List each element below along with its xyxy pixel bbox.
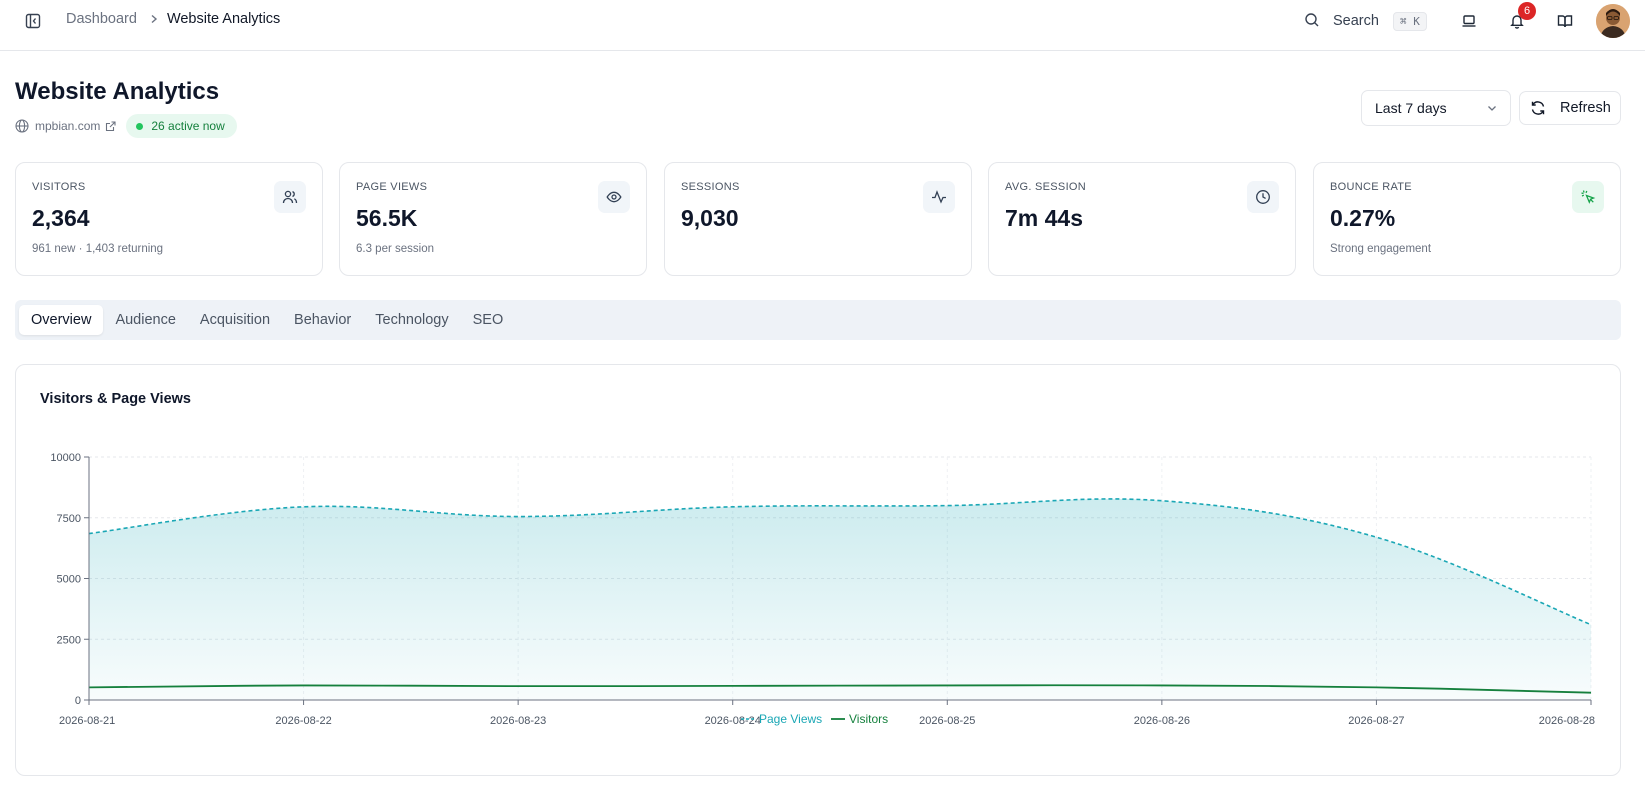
- kpi-subtext: 961 new · 1,403 returning: [32, 243, 164, 255]
- kpi-value: 7m 44s: [1005, 205, 1084, 231]
- search-icon: [1304, 12, 1322, 30]
- breadcrumb: Dashboard Website Analytics: [66, 11, 280, 27]
- refresh-icon: [1530, 100, 1546, 116]
- kpi-subtext: Strong engagement: [1330, 243, 1432, 255]
- globe-icon: [15, 119, 29, 133]
- site-info: mpbian.com 26 active now: [15, 114, 237, 138]
- clock-icon: [1247, 181, 1279, 213]
- kpi-value: 9,030: [681, 205, 739, 231]
- x-tick-label: 2026-08-27: [1348, 715, 1404, 727]
- y-tick-label: 0: [75, 695, 81, 707]
- page-views-line: [88, 498, 1592, 626]
- kpi-label: AVG. SESSION: [1005, 181, 1087, 193]
- chart-card: Visitors & Page Views 0 2500 5000 7500 10000…: [15, 364, 1621, 776]
- users-icon: [274, 181, 306, 213]
- book-open-icon[interactable]: [1554, 10, 1576, 32]
- activity-icon: [923, 181, 955, 213]
- kpi-card-avg-session: AVG. SESSION 7m 44s: [988, 162, 1296, 276]
- active-users-badge: 26 active now: [126, 114, 237, 138]
- y-tick-label: 10000: [50, 452, 81, 464]
- page-views-area: [89, 498, 1591, 700]
- kpi-card-visitors: VISITORS 2,364 961 new · 1,403 returning: [15, 162, 323, 276]
- kpi-value: 2,364: [32, 205, 90, 231]
- active-users-text: 26 active now: [151, 119, 225, 133]
- tab-audience[interactable]: Audience: [115, 312, 176, 328]
- kpi-value: 0.27%: [1330, 205, 1396, 231]
- status-dot: [136, 122, 144, 130]
- visitors-page-views-chart: 0 2500 5000 7500 10000 2026-08-21 2026-08-22 20…: [50, 452, 1595, 727]
- kpi-label: SESSIONS: [681, 181, 740, 193]
- x-tick-label: 2026-08-22: [275, 715, 331, 727]
- chevron-down-icon: [1486, 102, 1498, 114]
- y-tick-label: 7500: [57, 513, 81, 525]
- kpi-value: 56.5K: [356, 205, 418, 231]
- notification-count-badge: 6: [1518, 2, 1536, 20]
- tab-list: Overview Audience Acquisition Behavior T…: [15, 300, 1621, 340]
- search-shortcut: ⌘ K: [1392, 11, 1427, 31]
- kpi-label: PAGE VIEWS: [356, 181, 428, 193]
- refresh-button[interactable]: Refresh: [1519, 91, 1621, 125]
- tab-behavior[interactable]: Behavior: [294, 312, 352, 328]
- chart-title: Visitors & Page Views: [40, 391, 191, 407]
- legend-label-visitors: Visitors: [849, 712, 888, 726]
- y-tick-label: 5000: [57, 574, 81, 586]
- legend-label-page-views: Page Views: [759, 712, 822, 726]
- avatar[interactable]: [1596, 4, 1630, 38]
- eye-icon: [598, 181, 630, 213]
- kpi-label: BOUNCE RATE: [1330, 181, 1412, 193]
- laptop-icon[interactable]: [1458, 10, 1480, 32]
- kpi-label: VISITORS: [32, 181, 86, 193]
- refresh-label: Refresh: [1560, 100, 1611, 116]
- x-tick-label: 2026-08-26: [1134, 715, 1190, 727]
- x-tick-label: 2026-08-21: [59, 715, 115, 727]
- tab-seo[interactable]: SEO: [472, 312, 504, 328]
- breadcrumb-dashboard-link[interactable]: Dashboard: [66, 11, 137, 27]
- external-link-icon: [105, 120, 116, 132]
- site-domain: mpbian.com: [35, 119, 101, 133]
- kpi-card-sessions: SESSIONS 9,030: [664, 162, 972, 276]
- search-label: Search: [1333, 13, 1379, 29]
- sidebar-toggle-icon[interactable]: [22, 10, 44, 32]
- pointer-click-icon: [1572, 181, 1604, 213]
- visitors-line: [88, 684, 1592, 694]
- date-range-select[interactable]: Last 7 days: [1361, 90, 1511, 126]
- top-bar: Dashboard Website Analytics Search ⌘ K 6: [0, 0, 1645, 51]
- page-title: Website Analytics: [15, 78, 220, 105]
- kpi-card-bounce-rate: BOUNCE RATE 0.27% Strong engagement: [1313, 162, 1621, 276]
- tab-acquisition[interactable]: Acquisition: [199, 312, 271, 328]
- notifications-button[interactable]: 6: [1506, 2, 1536, 32]
- breadcrumb-current: Website Analytics: [166, 11, 281, 27]
- tab-technology[interactable]: Technology: [375, 312, 449, 328]
- x-tick-label: 2026-08-28: [1539, 715, 1595, 727]
- chevron-right-icon: [149, 14, 159, 24]
- x-tick-label: 2026-08-24: [705, 715, 761, 727]
- tab-overview[interactable]: Overview: [19, 305, 104, 335]
- y-tick-label: 2500: [57, 634, 81, 646]
- site-link[interactable]: mpbian.com: [35, 119, 116, 133]
- kpi-subtext: 6.3 per session: [356, 243, 434, 255]
- x-tick-label: 2026-08-23: [490, 715, 546, 727]
- kpi-card-page-views: PAGE VIEWS 56.5K 6.3 per session: [339, 162, 647, 276]
- x-tick-label: 2026-08-25: [919, 715, 975, 727]
- search-button[interactable]: Search ⌘ K: [1304, 9, 1427, 33]
- date-range-value: Last 7 days: [1375, 100, 1447, 116]
